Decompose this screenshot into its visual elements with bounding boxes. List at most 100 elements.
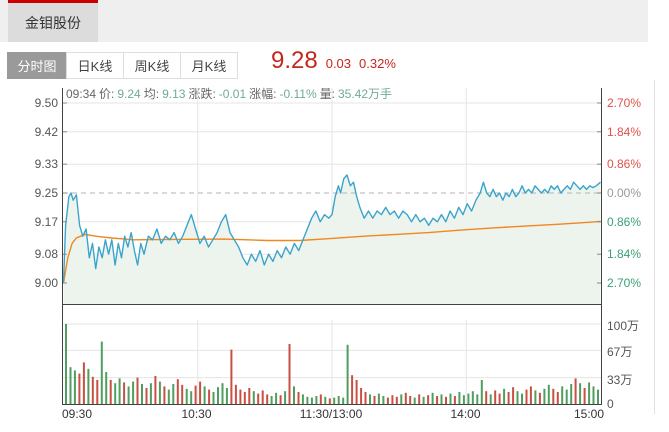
volume-axis-label: 100万 bbox=[607, 319, 640, 333]
volume-bar bbox=[516, 391, 519, 404]
volume-bar bbox=[445, 396, 447, 404]
percent-axis-label: 0.86% bbox=[607, 157, 642, 172]
volume-bar bbox=[458, 392, 461, 404]
info-field-value-3: -0.11% bbox=[279, 87, 317, 101]
volume-bar bbox=[503, 388, 506, 404]
tab-minute-chart[interactable]: 分时图 bbox=[7, 52, 67, 79]
volume-bar bbox=[310, 397, 313, 404]
volume-bar bbox=[333, 397, 336, 404]
percent-axis-label: 2.70% bbox=[607, 276, 642, 290]
volume-bar bbox=[118, 378, 121, 404]
volume-bar bbox=[418, 394, 421, 404]
volume-bar bbox=[194, 385, 197, 404]
volume-bar bbox=[476, 394, 479, 404]
info-time: 09:34 bbox=[66, 87, 97, 101]
volume-bar bbox=[248, 388, 251, 404]
volume-bar bbox=[221, 383, 224, 404]
time-axis-label: 10:30 bbox=[181, 407, 212, 421]
volume-bar bbox=[369, 394, 371, 404]
volume-bar bbox=[351, 375, 354, 404]
volume-bar bbox=[592, 386, 595, 404]
volume-bar bbox=[498, 393, 501, 404]
volume-bar bbox=[391, 395, 394, 404]
volume-bar bbox=[319, 394, 322, 404]
volume-bar bbox=[583, 388, 586, 404]
volume-bar bbox=[230, 349, 233, 404]
price-axis-label: 9.17 bbox=[34, 214, 58, 229]
volume-chart-canvas[interactable] bbox=[63, 320, 601, 404]
info-field-label-4: 量: bbox=[319, 87, 335, 101]
volume-bar bbox=[114, 383, 117, 404]
volume-bar bbox=[395, 396, 398, 404]
volume-bar bbox=[597, 389, 599, 404]
volume-bar bbox=[529, 386, 532, 404]
volume-bar bbox=[436, 396, 439, 404]
volume-bar bbox=[449, 393, 452, 404]
volume-bar bbox=[82, 362, 85, 404]
volume-bar bbox=[574, 378, 577, 404]
volume-bar bbox=[462, 395, 465, 404]
volume-bar bbox=[163, 386, 166, 404]
price-change-pct: 0.32% bbox=[359, 56, 396, 71]
right-axis-rule bbox=[654, 80, 655, 414]
volume-bar bbox=[73, 370, 76, 404]
time-axis-label: 09:30 bbox=[62, 407, 93, 421]
volume-bar bbox=[431, 392, 434, 404]
volume-bar bbox=[266, 394, 269, 404]
volume-bar bbox=[404, 392, 407, 404]
tab-weekly-k[interactable]: 周K线 bbox=[123, 52, 181, 79]
volume-bar bbox=[105, 372, 108, 404]
volume-bar bbox=[78, 373, 81, 404]
volume-axis-label: 67万 bbox=[607, 345, 633, 360]
volume-bar bbox=[494, 390, 497, 404]
price-axis-label: 9.00 bbox=[34, 276, 58, 290]
chart-plot-frame bbox=[62, 88, 602, 405]
volume-bar bbox=[409, 396, 412, 404]
volume-axis-label: 33万 bbox=[607, 372, 633, 387]
percent-axis-label: 2.70% bbox=[607, 96, 642, 110]
volume-bar bbox=[579, 383, 582, 404]
volume-bar bbox=[154, 376, 157, 404]
volume-bar bbox=[149, 383, 152, 404]
volume-bar bbox=[355, 380, 358, 404]
price-line bbox=[63, 174, 601, 284]
average-price-line bbox=[63, 220, 601, 284]
quote-display: 9.28 0.03 0.32% bbox=[271, 48, 396, 74]
volume-bar bbox=[512, 387, 515, 404]
volume-bar bbox=[297, 392, 300, 404]
volume-axis-label: 0 bbox=[607, 397, 614, 411]
tab-daily-k[interactable]: 日K线 bbox=[66, 52, 124, 79]
info-field-value-2: -0.01 bbox=[218, 87, 247, 101]
volume-bar bbox=[561, 386, 564, 404]
info-field-value-0: 9.24 bbox=[117, 87, 141, 101]
last-price: 9.28 bbox=[271, 47, 318, 74]
time-axis-label: 15:00 bbox=[573, 407, 604, 421]
volume-bar bbox=[386, 397, 389, 404]
volume-bar bbox=[400, 394, 403, 404]
volume-bar bbox=[301, 394, 304, 404]
volume-bar bbox=[324, 396, 327, 404]
volume-bar bbox=[96, 380, 99, 404]
volume-bar bbox=[342, 397, 345, 404]
percent-axis-label: 1.84% bbox=[607, 124, 642, 139]
tab-monthly-k[interactable]: 月K线 bbox=[180, 52, 238, 79]
volume-bar bbox=[306, 396, 309, 404]
time-axis-label: 14:00 bbox=[450, 407, 481, 421]
info-field-label-3: 涨幅: bbox=[249, 87, 277, 101]
volume-bar bbox=[145, 388, 148, 404]
time-axis-label: 11:30/13:00 bbox=[299, 407, 363, 421]
volume-bar bbox=[261, 390, 264, 404]
volume-bar bbox=[413, 397, 416, 404]
volume-bar bbox=[453, 396, 456, 404]
price-axis-label: 9.25 bbox=[34, 186, 58, 200]
volume-bar bbox=[328, 398, 331, 404]
volume-bar bbox=[489, 394, 492, 404]
volume-bar bbox=[225, 388, 228, 404]
price-axis-label: 9.50 bbox=[34, 96, 58, 110]
stock-tab[interactable]: 金钼股份 bbox=[8, 0, 98, 42]
price-axis-label: 9.08 bbox=[34, 247, 58, 262]
volume-bar bbox=[181, 384, 184, 404]
price-chart-canvas[interactable] bbox=[63, 88, 601, 305]
volume-bar bbox=[132, 381, 135, 404]
